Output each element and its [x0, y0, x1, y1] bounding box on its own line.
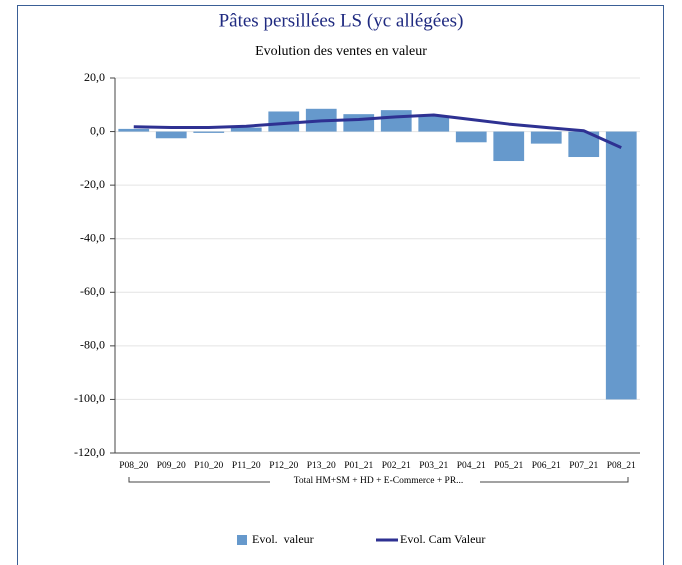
x-tick-label: P01_21 — [344, 461, 373, 471]
bar — [418, 115, 450, 132]
bar — [493, 131, 525, 162]
bar — [268, 111, 300, 132]
line — [133, 113, 622, 150]
bar — [343, 114, 375, 132]
x-tick-label: P05_21 — [494, 461, 523, 471]
y-tick-label: -100,0 — [74, 391, 105, 405]
legend-swatch — [237, 535, 247, 545]
y-tick-label: -120,0 — [74, 445, 105, 459]
bar — [155, 131, 187, 139]
x-tick-label: P13_20 — [307, 461, 336, 471]
x-tick-label: P07_21 — [569, 461, 598, 471]
y-tick-label: -60,0 — [80, 284, 105, 298]
panel-border — [17, 5, 664, 565]
x-tick-label: P08_20 — [119, 461, 148, 471]
bar — [455, 131, 487, 143]
x-tick-label: P10_20 — [194, 461, 223, 471]
x-tick-label: P11_20 — [232, 461, 261, 471]
bar — [230, 127, 262, 132]
y-tick-label: 20,0 — [84, 70, 105, 84]
bar — [193, 131, 225, 133]
bar — [118, 128, 150, 132]
y-tick-label: 0,0 — [90, 123, 105, 137]
bar — [530, 131, 562, 144]
y-tick-label: -20,0 — [80, 177, 105, 191]
x-tick-label: P08_21 — [607, 461, 636, 471]
legend-label: Evol. valeur — [252, 532, 314, 546]
group-label: Total HM+SM + HD + E-Commerce + PR... — [294, 476, 464, 486]
x-tick-label: P06_21 — [532, 461, 561, 471]
legend-label: Evol. Cam Valeur — [400, 532, 485, 546]
chart-subtitle: Evolution des ventes en valeur — [255, 44, 427, 59]
x-tick-label: P03_21 — [419, 461, 448, 471]
x-tick-label: P09_20 — [157, 461, 186, 471]
y-tick-label: -40,0 — [80, 230, 105, 244]
x-tick-label: P12_20 — [269, 461, 298, 471]
y-tick-label: -80,0 — [80, 338, 105, 352]
bar — [380, 110, 412, 132]
bar — [605, 131, 637, 400]
group-label-bg — [270, 476, 480, 488]
x-tick-label: P04_21 — [457, 461, 486, 471]
chart-title: Pâtes persillées LS (yc allégées) — [219, 10, 464, 31]
x-tick-label: P02_21 — [382, 461, 411, 471]
